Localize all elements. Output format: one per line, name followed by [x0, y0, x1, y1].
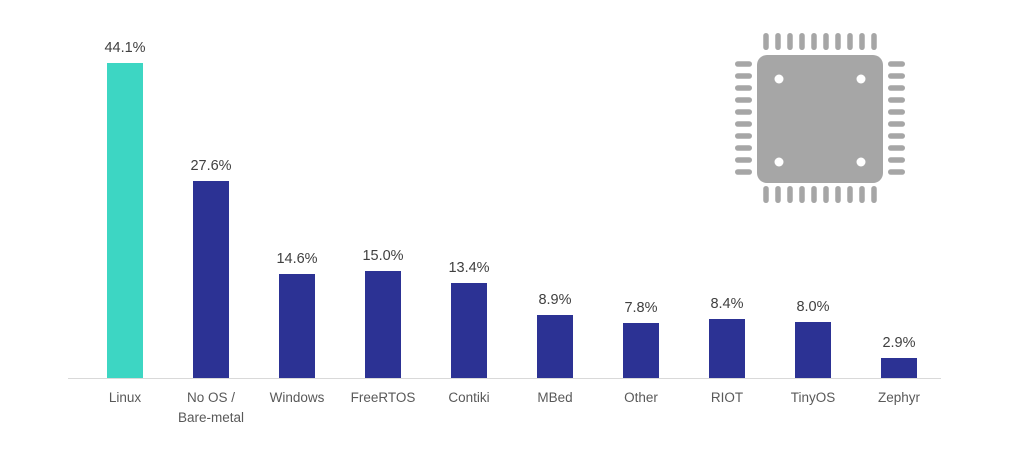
bar [279, 274, 315, 379]
bar [795, 321, 831, 379]
category-label: Linux [108, 390, 142, 405]
bar-value-label: 8.0% [796, 298, 830, 315]
bar-column: 15.0% [340, 0, 426, 379]
category-label: RIOT [710, 390, 744, 405]
bar [537, 315, 573, 379]
category-axis-line [68, 378, 941, 379]
bar-column: 7.8% [598, 0, 684, 379]
bar-column: 2.9% [856, 0, 942, 379]
bar-value-label: 44.1% [104, 39, 146, 56]
category-label: TinyOS [790, 390, 836, 405]
bar-value-label: 14.6% [276, 251, 318, 268]
bar [451, 282, 487, 379]
bar-value-label: 2.9% [882, 335, 916, 352]
bar-value-label: 15.0% [362, 248, 404, 265]
microchip-icon [735, 33, 905, 203]
category-label: Other [624, 390, 658, 405]
bar-value-label: 13.4% [448, 259, 490, 276]
bar-column: 14.6% [254, 0, 340, 379]
category-axis: Linux No OS / Bare-metal Windows FreeRTOS Co… [82, 388, 942, 427]
bar-column: 8.0% [770, 0, 856, 379]
bar-column: 27.6% [168, 0, 254, 379]
bar [107, 62, 143, 379]
bar [881, 358, 917, 379]
bar [709, 318, 745, 379]
bar [623, 323, 659, 379]
bar-value-label: 8.4% [710, 295, 744, 312]
category-label: No OS / Bare-metal [177, 390, 245, 425]
category-label: Zephyr [877, 390, 921, 405]
bar-column: 44.1% [82, 0, 168, 379]
bar-value-label: 8.9% [538, 292, 572, 309]
bar-column: 8.9% [512, 0, 598, 379]
category-label: MBed [537, 390, 573, 405]
bar-value-label: 27.6% [190, 158, 232, 175]
bar [365, 271, 401, 379]
category-label: Contiki [448, 390, 490, 405]
bar-column: 13.4% [426, 0, 512, 379]
bar-value-label: 7.8% [624, 300, 658, 317]
category-label: Windows [269, 390, 325, 405]
category-label: FreeRTOS [350, 390, 416, 405]
bar-column: 8.4% [684, 0, 770, 379]
plot-area: 44.1% 27.6% 14.6% 15.0% 13.4% 8.9% 7.8% 8.4% 8.0… [82, 0, 942, 379]
bar [193, 181, 229, 379]
